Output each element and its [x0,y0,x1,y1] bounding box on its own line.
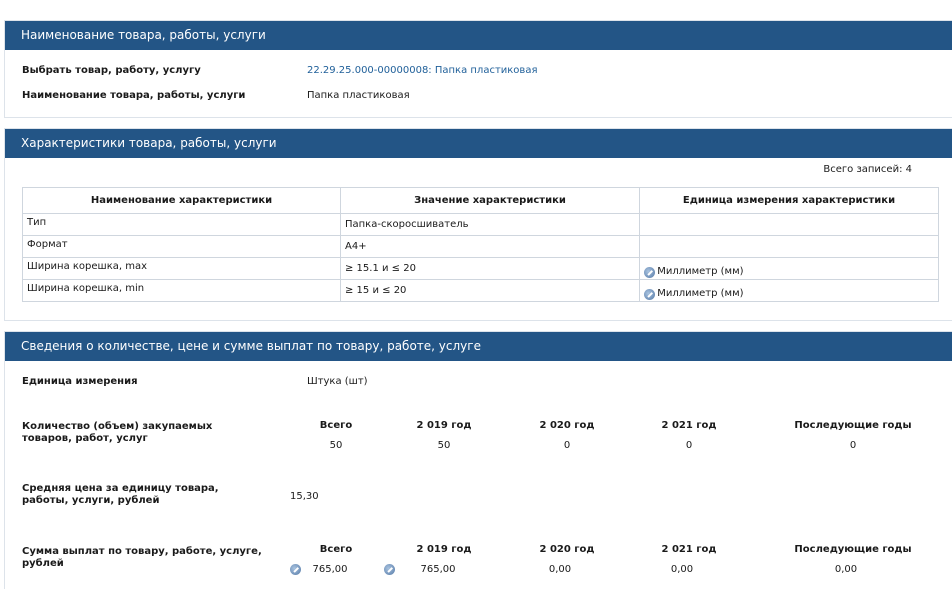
qty-header-2019: 2 019 год [416,420,472,431]
product-name-panel: Наименование товара, работы, услуги Выбр… [4,20,952,118]
sum-value-2019: 765,00 [420,564,456,575]
price-value: 15,30 [290,491,319,502]
characteristic-unit [639,235,939,258]
column-header-name[interactable]: Наименование характеристики [22,187,341,214]
characteristic-unit [639,213,939,236]
sum-value-2021: 0,00 [670,564,694,575]
characteristic-unit: Миллиметр (мм) [657,266,744,277]
characteristic-value: Папка-скоросшиватель [340,213,640,236]
select-product-label: Выбрать товар, работу, услугу [22,65,201,76]
quantity-price-panel-title: Сведения о количестве, цене и сумме выпл… [5,332,952,361]
characteristics-panel-title: Характеристики товара, работы, услуги [5,129,952,158]
select-product-link[interactable]: 22.29.25.000-00000008: Папка пластиковая [307,65,538,76]
characteristics-panel: Характеристики товара, работы, услуги Вс… [4,128,952,321]
edit-pencil-icon[interactable] [290,564,301,575]
qty-value-later: 0 [849,440,857,451]
characteristic-value: ≥ 15.1 и ≤ 20 [340,257,640,280]
characteristic-value: A4+ [340,235,640,258]
table-row: Ширина корешка, max ≥ 15.1 и ≤ 20 Миллим… [22,257,939,280]
qty-header-2021: 2 021 год [661,420,717,431]
table-row: Ширина корешка, min ≥ 15 и ≤ 20 Миллимет… [22,279,939,302]
characteristic-unit-cell: Миллиметр (мм) [639,279,939,302]
sum-header-2019: 2 019 год [416,544,472,555]
table-header-row: Наименование характеристики Значение хар… [22,187,939,214]
qty-value-2021: 0 [685,440,693,451]
characteristic-name: Тип [22,213,341,236]
table-row: Тип Папка-скоросшиватель [22,213,939,236]
records-count: Всего записей: 4 [823,164,912,175]
product-name-value: Папка пластиковая [307,90,410,101]
column-header-value[interactable]: Значение характеристики [340,187,640,214]
product-name-label: Наименование товара, работы, услуги [22,90,246,101]
sum-header-2020: 2 020 год [539,544,595,555]
sum-label: Сумма выплат по товару, работе, услуге, … [22,546,262,569]
column-header-unit[interactable]: Единица измерения характеристики [639,187,939,214]
characteristic-name: Ширина корешка, min [22,279,341,302]
sum-value-later: 0,00 [834,564,858,575]
sum-header-total: Всего [319,544,353,555]
product-name-panel-title: Наименование товара, работы, услуги [5,21,952,50]
edit-pencil-icon[interactable] [644,288,655,300]
unit-value: Штука (шт) [307,376,368,387]
qty-value-2019: 50 [437,440,451,451]
characteristics-table: Наименование характеристики Значение хар… [22,187,939,302]
quantity-label: Количество (объем) закупаемых товаров, р… [22,421,213,444]
unit-label: Единица измерения [22,376,138,387]
sum-value-2020: 0,00 [548,564,572,575]
characteristic-unit-cell: Миллиметр (мм) [639,257,939,280]
price-label: Средняя цена за единицу товара, работы, … [22,483,219,506]
quantity-price-panel: Сведения о количестве, цене и сумме выпл… [4,331,952,589]
edit-pencil-icon[interactable] [384,564,395,575]
sum-value-total: 765,00 [312,564,348,575]
table-row: Формат A4+ [22,235,939,258]
qty-value-2020: 0 [563,440,571,451]
sum-header-later: Последующие годы [794,544,912,555]
edit-pencil-icon[interactable] [644,266,655,278]
qty-header-later: Последующие годы [794,420,912,431]
qty-header-2020: 2 020 год [539,420,595,431]
characteristic-name: Формат [22,235,341,258]
sum-header-2021: 2 021 год [661,544,717,555]
qty-header-total: Всего [319,420,353,431]
qty-value-total: 50 [329,440,343,451]
characteristic-unit: Миллиметр (мм) [657,288,744,299]
characteristic-name: Ширина корешка, max [22,257,341,280]
characteristic-value: ≥ 15 и ≤ 20 [340,279,640,302]
